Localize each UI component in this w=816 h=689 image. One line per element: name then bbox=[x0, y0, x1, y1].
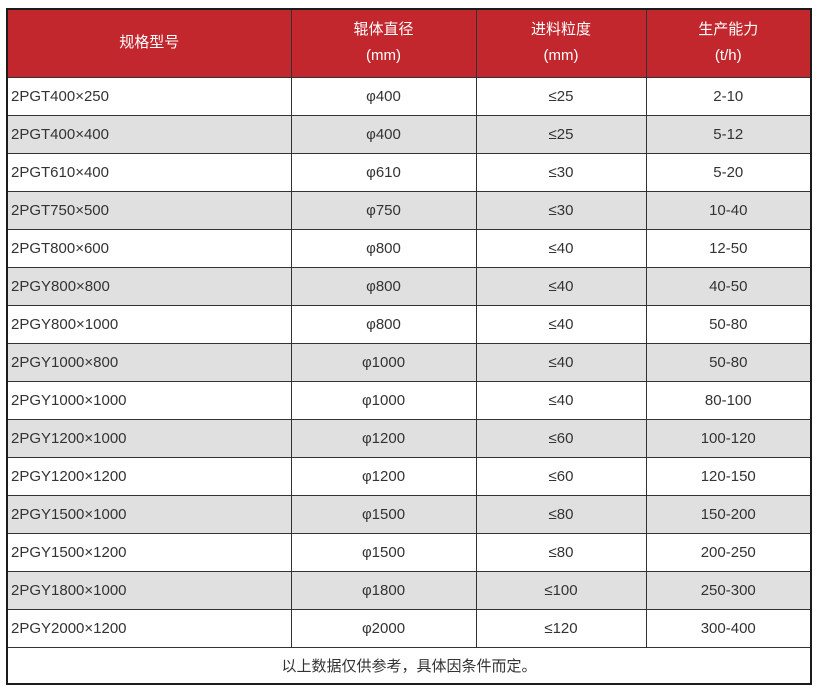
cell-model: 2PGY2000×1200 bbox=[6, 608, 292, 648]
col-header-feed-size-label: 进料粒度 bbox=[530, 21, 591, 39]
table-row: 2PGY800×800 φ800 ≤40 40-50 bbox=[6, 266, 812, 306]
cell-model: 2PGY1500×1000 bbox=[6, 494, 292, 534]
cell-feed-size: ≤25 bbox=[475, 114, 647, 154]
cell-feed-size: ≤120 bbox=[475, 608, 647, 648]
cell-model: 2PGY1500×1200 bbox=[6, 532, 292, 572]
footer-note: 以上数据仅供参考，具体因条件而定。 bbox=[6, 646, 812, 685]
cell-roller-diameter: φ1800 bbox=[290, 570, 477, 610]
cell-roller-diameter: φ1000 bbox=[290, 342, 477, 382]
cell-capacity: 80-100 bbox=[645, 380, 812, 420]
cell-roller-diameter: φ2000 bbox=[290, 608, 477, 648]
cell-roller-diameter: φ1500 bbox=[290, 494, 477, 534]
cell-capacity: 250-300 bbox=[645, 570, 812, 610]
col-header-feed-size: 进料粒度 (mm) bbox=[475, 8, 647, 78]
cell-roller-diameter: φ750 bbox=[290, 190, 477, 230]
cell-feed-size: ≤40 bbox=[475, 304, 647, 344]
cell-feed-size: ≤30 bbox=[475, 152, 647, 192]
col-header-roller-diameter-unit: (mm) bbox=[366, 47, 401, 65]
table-row: 2PGY800×1000 φ800 ≤40 50-80 bbox=[6, 304, 812, 344]
cell-roller-diameter: φ800 bbox=[290, 266, 477, 306]
cell-feed-size: ≤25 bbox=[475, 76, 647, 116]
cell-model: 2PGY800×1000 bbox=[6, 304, 292, 344]
cell-roller-diameter: φ800 bbox=[290, 304, 477, 344]
table-row: 2PGY1800×1000 φ1800 ≤100 250-300 bbox=[6, 570, 812, 610]
table-row: 2PGT610×400 φ610 ≤30 5-20 bbox=[6, 152, 812, 192]
product-spec-table: 规格型号 辊体直径 (mm) 进料粒度 (mm) 生产能力 (t/h) 2PGT… bbox=[6, 8, 812, 685]
table-row: 2PGT400×250 φ400 ≤25 2-10 bbox=[6, 76, 812, 116]
cell-capacity: 150-200 bbox=[645, 494, 812, 534]
cell-capacity: 2-10 bbox=[645, 76, 812, 116]
cell-capacity: 300-400 bbox=[645, 608, 812, 648]
cell-feed-size: ≤40 bbox=[475, 266, 647, 306]
table-header: 规格型号 辊体直径 (mm) 进料粒度 (mm) 生产能力 (t/h) bbox=[6, 8, 812, 78]
cell-model: 2PGT800×600 bbox=[6, 228, 292, 268]
table-row: 2PGY1200×1200 φ1200 ≤60 120-150 bbox=[6, 456, 812, 496]
cell-model: 2PGT400×400 bbox=[6, 114, 292, 154]
col-header-capacity-unit: (t/h) bbox=[714, 47, 742, 65]
cell-capacity: 10-40 bbox=[645, 190, 812, 230]
cell-model: 2PGY1200×1000 bbox=[6, 418, 292, 458]
cell-roller-diameter: φ1500 bbox=[290, 532, 477, 572]
cell-feed-size: ≤80 bbox=[475, 494, 647, 534]
cell-capacity: 120-150 bbox=[645, 456, 812, 496]
cell-feed-size: ≤60 bbox=[475, 456, 647, 496]
col-header-model-label: 规格型号 bbox=[119, 34, 180, 52]
cell-feed-size: ≤60 bbox=[475, 418, 647, 458]
cell-model: 2PGY1200×1200 bbox=[6, 456, 292, 496]
table-row: 2PGT400×400 φ400 ≤25 5-12 bbox=[6, 114, 812, 154]
cell-feed-size: ≤80 bbox=[475, 532, 647, 572]
cell-model: 2PGY1800×1000 bbox=[6, 570, 292, 610]
cell-feed-size: ≤30 bbox=[475, 190, 647, 230]
cell-capacity: 50-80 bbox=[645, 342, 812, 382]
cell-capacity: 50-80 bbox=[645, 304, 812, 344]
cell-roller-diameter: φ400 bbox=[290, 114, 477, 154]
header-row: 规格型号 辊体直径 (mm) 进料粒度 (mm) 生产能力 (t/h) bbox=[6, 8, 812, 78]
cell-model: 2PGY1000×1000 bbox=[6, 380, 292, 420]
cell-roller-diameter: φ1200 bbox=[290, 456, 477, 496]
col-header-capacity: 生产能力 (t/h) bbox=[645, 8, 812, 78]
cell-capacity: 200-250 bbox=[645, 532, 812, 572]
cell-model: 2PGT400×250 bbox=[6, 76, 292, 116]
col-header-roller-diameter-label: 辊体直径 bbox=[353, 21, 414, 39]
table-row: 2PGY1000×800 φ1000 ≤40 50-80 bbox=[6, 342, 812, 382]
cell-roller-diameter: φ610 bbox=[290, 152, 477, 192]
table-row: 2PGY1500×1200 φ1500 ≤80 200-250 bbox=[6, 532, 812, 572]
cell-feed-size: ≤100 bbox=[475, 570, 647, 610]
table-footer: 以上数据仅供参考，具体因条件而定。 bbox=[6, 646, 812, 685]
cell-capacity: 5-20 bbox=[645, 152, 812, 192]
col-header-feed-size-unit: (mm) bbox=[543, 47, 579, 65]
col-header-roller-diameter: 辊体直径 (mm) bbox=[290, 8, 477, 78]
cell-feed-size: ≤40 bbox=[475, 228, 647, 268]
cell-capacity: 40-50 bbox=[645, 266, 812, 306]
cell-roller-diameter: φ400 bbox=[290, 76, 477, 116]
col-header-capacity-label: 生产能力 bbox=[698, 21, 759, 39]
col-header-model: 规格型号 bbox=[6, 8, 292, 78]
cell-model: 2PGT750×500 bbox=[6, 190, 292, 230]
cell-feed-size: ≤40 bbox=[475, 380, 647, 420]
table-row: 2PGY1000×1000 φ1000 ≤40 80-100 bbox=[6, 380, 812, 420]
cell-capacity: 12-50 bbox=[645, 228, 812, 268]
footer-row: 以上数据仅供参考，具体因条件而定。 bbox=[6, 646, 812, 685]
table-row: 2PGT750×500 φ750 ≤30 10-40 bbox=[6, 190, 812, 230]
table-row: 2PGY1200×1000 φ1200 ≤60 100-120 bbox=[6, 418, 812, 458]
cell-roller-diameter: φ1200 bbox=[290, 418, 477, 458]
table-body: 2PGT400×250 φ400 ≤25 2-10 2PGT400×400 φ400 ≤25… bbox=[6, 76, 812, 648]
table-row: 2PGY1500×1000 φ1500 ≤80 150-200 bbox=[6, 494, 812, 534]
table-row: 2PGT800×600 φ800 ≤40 12-50 bbox=[6, 228, 812, 268]
cell-model: 2PGY1000×800 bbox=[6, 342, 292, 382]
cell-roller-diameter: φ800 bbox=[290, 228, 477, 268]
cell-roller-diameter: φ1000 bbox=[290, 380, 477, 420]
cell-feed-size: ≤40 bbox=[475, 342, 647, 382]
cell-model: 2PGT610×400 bbox=[6, 152, 292, 192]
cell-capacity: 5-12 bbox=[645, 114, 812, 154]
cell-model: 2PGY800×800 bbox=[6, 266, 292, 306]
table-row: 2PGY2000×1200 φ2000 ≤120 300-400 bbox=[6, 608, 812, 648]
cell-capacity: 100-120 bbox=[645, 418, 812, 458]
